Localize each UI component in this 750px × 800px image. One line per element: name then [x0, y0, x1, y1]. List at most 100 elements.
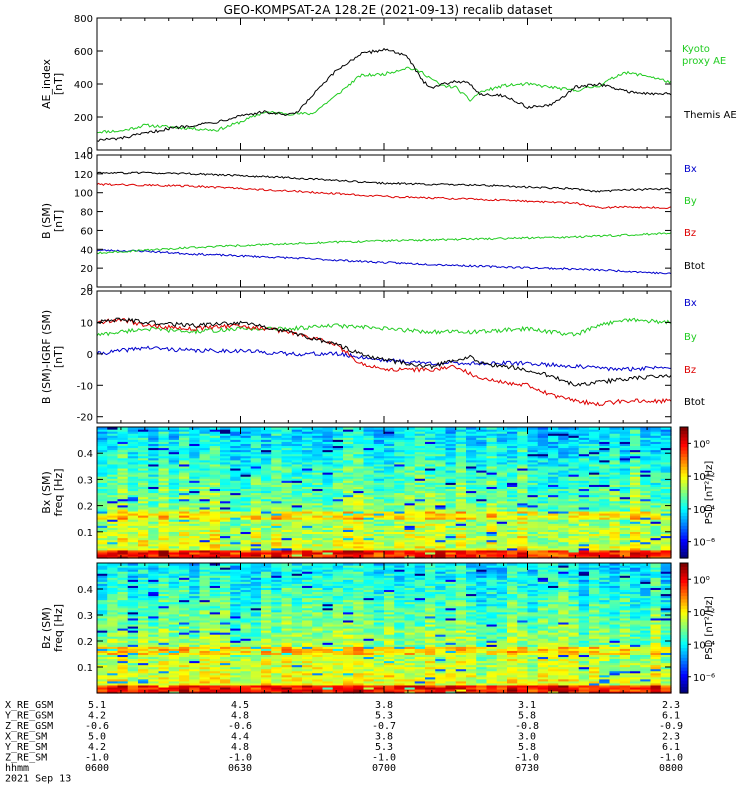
spec-bx-cell [384, 533, 395, 537]
spec-bz-cell [138, 587, 149, 591]
spec-bx-cell [220, 508, 231, 512]
spec-bx-cell [107, 551, 119, 555]
spec-bx-cell [250, 443, 262, 447]
spec-bz-cell [230, 676, 242, 680]
spec-bx-cell [660, 437, 672, 440]
spec-bx-cell [568, 459, 580, 463]
spec-bx-cell [394, 437, 406, 440]
spec-bz-cell [158, 625, 170, 629]
spec-bx-cell [343, 494, 354, 498]
spec-bz-cell [97, 648, 108, 651]
spec-bx-cell [394, 510, 406, 514]
spec-bz-cell [230, 666, 242, 670]
spec-bx-cell [363, 547, 375, 551]
spec-bx-cell [466, 461, 477, 465]
spec-bx-cell [650, 453, 662, 457]
spec-bz-cell [138, 688, 149, 692]
spec-bx-cell [363, 451, 375, 455]
spec-bx-cell [589, 525, 600, 528]
spec-bz-cell [179, 670, 190, 674]
spec-bx-cell [138, 447, 149, 451]
spec-bx-cell [138, 533, 149, 537]
spec-bx-cell [640, 541, 652, 545]
spec-bz-cell [158, 565, 170, 568]
spec-bz-cell [179, 668, 190, 672]
spec-bx-cell [312, 484, 324, 487]
spec-bz-cell [179, 603, 190, 607]
b-diff-legend-bz: Bz [684, 365, 696, 376]
spec-bx-cell [271, 447, 283, 451]
spec-bx-cell [599, 510, 611, 514]
spec-bx-cell [332, 449, 344, 453]
spec-bx-cell [425, 496, 436, 500]
spec-bx-cell [568, 449, 580, 453]
spec-bx-cell [435, 484, 447, 487]
spec-bx-cell [302, 541, 313, 545]
spec-bx-cell [189, 533, 201, 537]
spec-bx-cell [373, 476, 385, 479]
spec-bz-cell [168, 654, 180, 658]
spec-bx-cell [261, 541, 272, 545]
spec-bx-cell [537, 508, 549, 512]
spec-bx-cell [168, 512, 180, 516]
spec-bx-cell [476, 484, 488, 487]
spec-bx-cell [537, 498, 549, 502]
spec-bx-cell [179, 476, 190, 479]
spec-bz-cell [261, 678, 272, 682]
spec-bx-cell [148, 541, 160, 545]
spec-bz-cell [117, 664, 129, 668]
spec-bz-cell [148, 684, 160, 688]
spec-bx-cell [189, 431, 201, 434]
spec-bx-cell [394, 461, 406, 465]
spec-bz-cell [220, 613, 231, 617]
spec-bz-cell [240, 565, 252, 568]
spec-bz-cell [240, 686, 252, 690]
spec-bx-cell [209, 494, 221, 498]
spec-bz-cell [209, 638, 221, 641]
spec-bx-cell [589, 533, 600, 537]
spec-bx-cell [619, 496, 631, 500]
b-sm-ytick-label: 120 [74, 170, 93, 181]
spec-bx-cell [476, 486, 488, 490]
spec-bx-cell [127, 435, 139, 438]
spec-bx-cell [291, 541, 303, 545]
spec-bx-cell [291, 461, 303, 465]
spec-bx-cell [127, 480, 139, 483]
spec-bx-cell [568, 523, 580, 526]
spec-bx-cell [312, 498, 324, 502]
spec-bx-cell [199, 537, 211, 541]
spec-bz-cell [97, 617, 108, 621]
spec-bx-cell [168, 549, 180, 553]
spec-bx-cell [117, 486, 129, 490]
spec-bx-cell [630, 527, 641, 530]
spec-bx-cell [455, 443, 467, 447]
spec-bx-cell [189, 537, 201, 541]
spec-bx-cell [496, 533, 508, 537]
spec-bz-cell [209, 597, 221, 601]
spec-bx-cell [168, 445, 180, 449]
spec-bx-cell [384, 476, 395, 479]
spec-bx-cell [240, 545, 252, 549]
spec-bx-cell [486, 488, 498, 492]
spec-bx-cell [640, 527, 652, 530]
spec-bx-cell [148, 435, 160, 438]
spec-bx-cell [404, 469, 416, 473]
spec-bx-cell [127, 429, 139, 432]
spec-bx-cell [568, 537, 580, 541]
spec-bx-cell [261, 472, 272, 475]
spec-bx-cell [250, 547, 262, 551]
spec-bz-cell [127, 678, 139, 682]
spec-bx-cell [660, 453, 672, 457]
spec-bx-cell [476, 508, 488, 512]
spec-bx-cell [158, 523, 170, 526]
spec-bx-cell [394, 474, 406, 477]
spec-bx-cell [302, 431, 313, 434]
spec-bx-cell [558, 484, 570, 487]
spec-bx-cell [117, 555, 129, 559]
spec-bx-cell [568, 484, 580, 487]
spec-bx-cell [230, 435, 242, 438]
spec-bx-cell [537, 433, 549, 436]
spec-bz-cell [199, 642, 211, 645]
spec-bx-cell [476, 472, 488, 475]
spec-bx-cell [107, 482, 119, 485]
